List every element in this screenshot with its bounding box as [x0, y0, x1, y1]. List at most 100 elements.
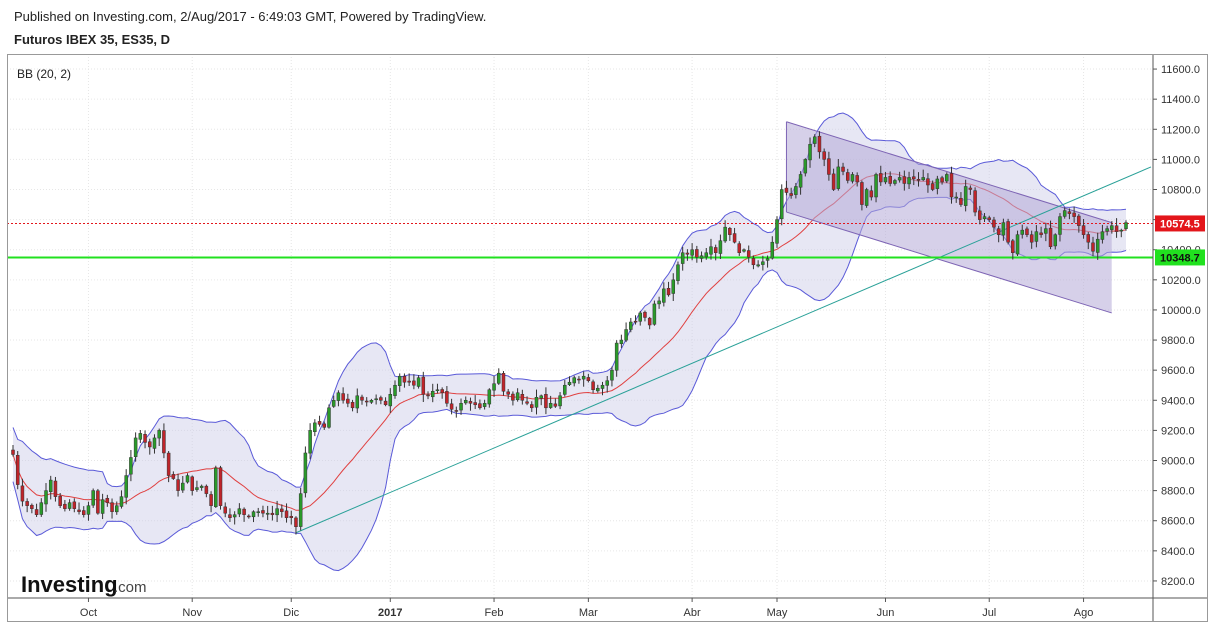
- candle: [765, 255, 770, 268]
- candle-down: [846, 172, 850, 181]
- investing-logo: Investing .com: [21, 572, 147, 597]
- candle: [1025, 226, 1029, 238]
- x-tick-label: May: [767, 607, 788, 619]
- candle-down: [34, 509, 39, 515]
- candle-down: [544, 394, 548, 409]
- candle: [1034, 225, 1039, 248]
- x-tick-label: Dic: [283, 607, 299, 619]
- candle: [20, 478, 25, 507]
- candle-down: [1091, 242, 1095, 252]
- candle-down: [732, 233, 737, 243]
- x-tick-label: Mar: [579, 607, 598, 619]
- candle: [742, 248, 746, 253]
- candle-down: [176, 479, 180, 491]
- candle: [907, 171, 911, 190]
- chart-area[interactable]: 8200.0 8400.0 8600.0 8800.0 9000.0 9200.0 9400…: [7, 54, 1208, 622]
- candle-up: [657, 300, 661, 305]
- candle-down: [473, 402, 477, 406]
- candle-up: [864, 189, 869, 206]
- candle-up: [459, 403, 463, 411]
- candle-up: [935, 178, 940, 189]
- candle: [643, 310, 647, 322]
- candle-up: [119, 496, 124, 507]
- chart-border: [7, 54, 1208, 622]
- candle-up: [515, 392, 520, 401]
- x-tick-label: Jun: [877, 607, 895, 619]
- candle: [67, 499, 72, 511]
- candle: [181, 475, 185, 493]
- candle-down: [58, 495, 62, 506]
- candle: [280, 504, 284, 518]
- candle-up: [308, 430, 312, 454]
- candle: [72, 498, 77, 513]
- candle-down: [511, 393, 515, 401]
- candle-up: [699, 255, 704, 259]
- candle: [827, 151, 831, 181]
- candle: [298, 487, 303, 531]
- candle: [412, 374, 416, 390]
- candle-up: [388, 394, 393, 407]
- candle-up: [671, 279, 676, 294]
- candle: [1114, 218, 1119, 238]
- candle: [978, 205, 982, 225]
- candle: [577, 376, 581, 384]
- candle-up: [629, 321, 633, 330]
- candle: [680, 246, 685, 271]
- y-tick-label: 9600.0: [1161, 365, 1195, 377]
- candle: [313, 419, 317, 437]
- candle-down: [647, 317, 652, 326]
- candle: [860, 180, 864, 211]
- candle: [945, 172, 949, 184]
- candle-up: [67, 502, 72, 509]
- candle: [162, 423, 166, 459]
- candle-up: [836, 166, 841, 189]
- candle-down: [25, 501, 29, 506]
- candle-up: [539, 395, 543, 399]
- candle-down: [72, 501, 77, 509]
- candle: [25, 498, 29, 513]
- candle-up: [48, 479, 53, 493]
- candle-down: [284, 510, 289, 518]
- candle: [1095, 232, 1100, 260]
- candle: [223, 502, 227, 518]
- candle-up: [690, 249, 694, 256]
- candle-up: [91, 490, 95, 506]
- candle: [1100, 224, 1105, 244]
- candle: [473, 395, 477, 410]
- candle: [534, 389, 539, 415]
- candle-up: [581, 375, 586, 380]
- candle-up: [704, 252, 709, 258]
- candle: [388, 388, 393, 413]
- candle-up: [761, 261, 765, 265]
- candle-down: [912, 176, 916, 180]
- candle: [1086, 232, 1091, 250]
- candle: [1119, 228, 1124, 238]
- candle-down: [110, 502, 114, 512]
- candle-up: [897, 177, 902, 181]
- candle: [421, 371, 426, 402]
- candle-down: [1025, 228, 1029, 235]
- candle: [761, 255, 765, 271]
- candle: [1006, 218, 1010, 245]
- candle-down: [15, 454, 20, 485]
- candle: [379, 395, 383, 405]
- candle: [709, 238, 713, 260]
- candle-down: [728, 227, 732, 235]
- candle-up: [463, 400, 468, 404]
- candle: [44, 483, 48, 512]
- candle: [869, 185, 874, 201]
- candle-down: [530, 404, 534, 409]
- candle-up: [605, 380, 609, 386]
- candle-down: [746, 250, 751, 258]
- candle-up: [1015, 234, 1020, 255]
- candle-up: [794, 186, 798, 195]
- candle-down: [902, 176, 907, 184]
- candlestick-chart[interactable]: 8200.0 8400.0 8600.0 8800.0 9000.0 9200.0 9400…: [7, 54, 1208, 622]
- candle: [1072, 206, 1076, 223]
- candle: [176, 473, 180, 497]
- candle-up: [214, 467, 218, 508]
- candle: [96, 488, 100, 515]
- x-tick-label: 2017: [378, 607, 402, 619]
- candle-up: [874, 174, 878, 198]
- candle: [355, 388, 360, 414]
